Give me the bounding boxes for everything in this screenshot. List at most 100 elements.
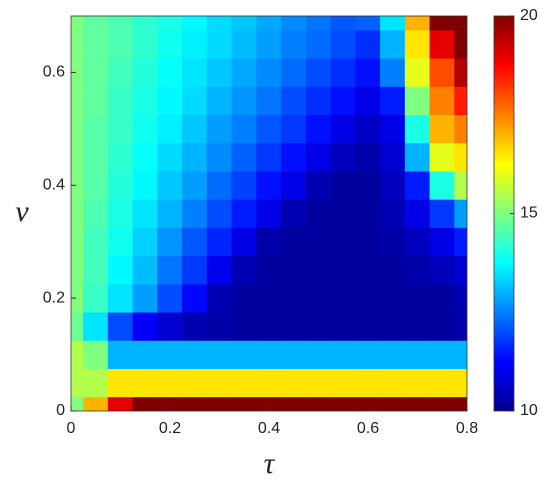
heat-cell: [429, 368, 455, 398]
heat-cell: [355, 396, 381, 411]
heat-cell: [71, 199, 84, 228]
heat-cell: [132, 340, 158, 369]
heat-cell: [132, 58, 158, 87]
heat-cell: [157, 255, 183, 285]
heat-cell: [71, 86, 84, 116]
heat-cell: [231, 199, 257, 228]
heat-cell: [305, 142, 332, 172]
heat-cell: [71, 170, 84, 200]
heat-cell: [305, 255, 332, 285]
heat-cell: [305, 114, 332, 144]
heat-cell: [107, 114, 134, 144]
heat-cell: [157, 29, 183, 59]
heat-cell: [454, 58, 467, 87]
heat-cell: [305, 58, 332, 87]
heat-cell: [83, 368, 109, 398]
heat-cell: [182, 142, 208, 172]
heat-cell: [429, 396, 455, 411]
heat-cell: [281, 114, 307, 144]
heat-cell: [454, 29, 467, 59]
heat-cell: [305, 396, 332, 411]
heat-cell: [206, 86, 233, 116]
heat-cell: [83, 29, 109, 59]
heat-cell: [429, 170, 455, 200]
heat-cell: [454, 283, 467, 313]
heat-cell: [429, 58, 455, 87]
heat-cell: [231, 86, 257, 116]
heat-cell: [182, 311, 208, 341]
heat-cell: [206, 199, 233, 228]
heat-cell: [429, 16, 455, 31]
heat-cell: [157, 16, 183, 31]
y-axis-title: ν: [15, 195, 29, 228]
heat-cell: [305, 16, 332, 31]
heat-cell: [330, 227, 356, 257]
heat-cell: [132, 16, 158, 31]
heat-cell: [355, 311, 381, 341]
heat-cell: [305, 311, 332, 341]
heat-cell: [157, 283, 183, 313]
heat-cell: [157, 311, 183, 341]
heat-cell: [71, 340, 84, 369]
heat-cell: [281, 170, 307, 200]
heat-cell: [281, 368, 307, 398]
heat-cell: [305, 283, 332, 313]
heat-cell: [132, 227, 158, 257]
heat-cell: [157, 368, 183, 398]
heat-cell: [305, 227, 332, 257]
x-tick-label: 0.6: [357, 420, 379, 437]
heat-cell: [330, 340, 356, 369]
heat-cell: [206, 227, 233, 257]
heat-cell: [454, 86, 467, 116]
heat-cell: [83, 283, 109, 313]
heatmap: [71, 16, 467, 411]
heat-cell: [404, 114, 431, 144]
heat-cell: [305, 199, 332, 228]
heat-cell: [206, 255, 233, 285]
heat-cell: [281, 142, 307, 172]
heat-cell: [107, 227, 134, 257]
heat-cell: [182, 16, 208, 31]
heat-cell: [380, 283, 406, 313]
heat-cell: [429, 29, 455, 59]
heat-cell: [157, 170, 183, 200]
heat-cell: [83, 199, 109, 228]
heat-cell: [330, 199, 356, 228]
heat-cell: [231, 142, 257, 172]
heat-cell: [157, 340, 183, 369]
heat-cell: [404, 340, 431, 369]
heat-cell: [454, 16, 467, 31]
heat-cell: [83, 311, 109, 341]
heat-cell: [454, 199, 467, 228]
heat-cell: [71, 396, 84, 411]
heat-cell: [404, 227, 431, 257]
heat-cell: [305, 340, 332, 369]
heat-cell: [256, 311, 282, 341]
heat-cell: [380, 29, 406, 59]
heat-cell: [231, 340, 257, 369]
heat-cell: [182, 114, 208, 144]
heat-cell: [454, 255, 467, 285]
heat-cell: [429, 86, 455, 116]
heat-cell: [83, 170, 109, 200]
heat-cell: [231, 29, 257, 59]
heat-cell: [132, 170, 158, 200]
heat-cell: [281, 311, 307, 341]
heat-cell: [83, 340, 109, 369]
heat-cell: [132, 29, 158, 59]
heat-cell: [380, 227, 406, 257]
heat-cell: [330, 29, 356, 59]
heat-cell: [206, 142, 233, 172]
heat-cell: [355, 170, 381, 200]
heat-cell: [256, 396, 282, 411]
heat-cell: [107, 142, 134, 172]
heat-cell: [206, 311, 233, 341]
heat-cell: [330, 142, 356, 172]
heat-cell: [281, 255, 307, 285]
heat-cell: [454, 114, 467, 144]
heat-cell: [256, 340, 282, 369]
heat-cell: [83, 86, 109, 116]
heat-cell: [231, 227, 257, 257]
heat-cell: [281, 86, 307, 116]
